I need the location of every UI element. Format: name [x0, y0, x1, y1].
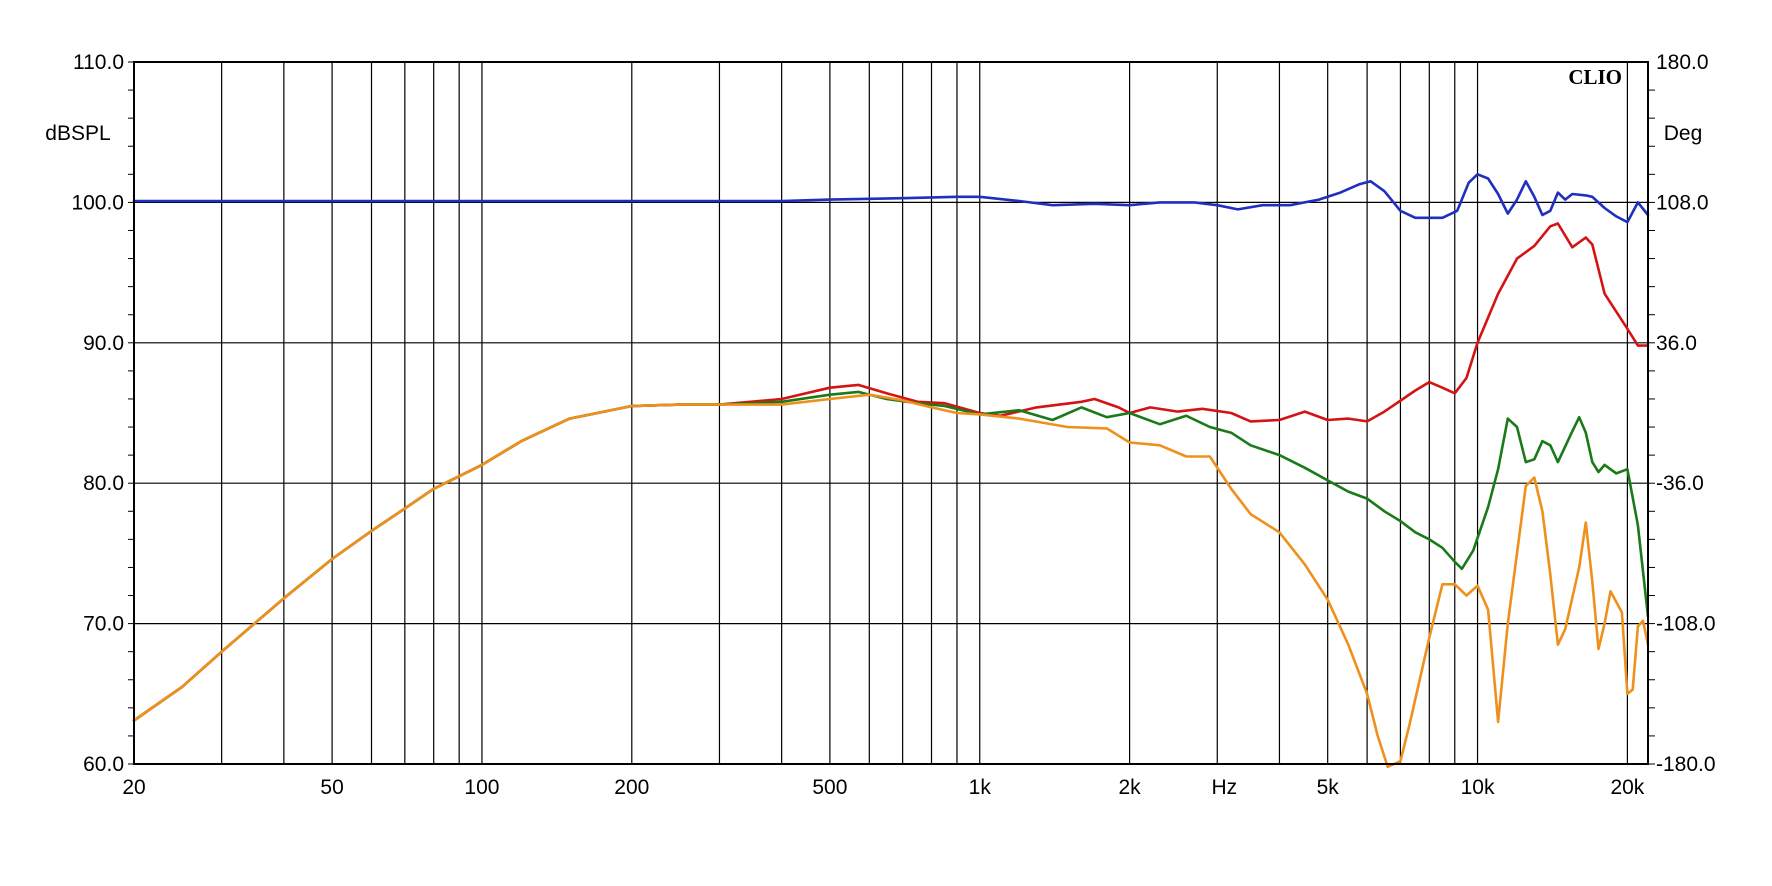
x-tick-label: 5k	[1317, 776, 1340, 799]
y-tick-label: 60.0	[83, 753, 124, 776]
x-tick-label: 20	[122, 776, 145, 799]
plot-frame	[133, 61, 1649, 765]
grid-lines	[134, 61, 1648, 765]
right-tick-label: -180.0	[1656, 753, 1716, 776]
series-line-4	[132, 393, 1650, 769]
y-tick-label: 90.0	[83, 332, 124, 355]
y-tick-label: 80.0	[83, 472, 124, 495]
series-line-1	[132, 173, 1650, 224]
right-tick-label: -108.0	[1656, 613, 1716, 636]
right-tick-label: 180.0	[1656, 51, 1709, 74]
x-tick-label: 200	[614, 776, 649, 799]
right-axis-minor-ticks	[128, 61, 1655, 765]
x-axis-unit-label: Hz	[1212, 776, 1238, 799]
right-tick-label: 36.0	[1656, 332, 1697, 355]
axis-labels: 20 50 100 200 500 1k 2k 5k 10k 20k Hz 60.0 70.0 80.0 9…	[71, 51, 1715, 799]
y-tick-label: 70.0	[83, 613, 124, 636]
x-tick-label: 2k	[1119, 776, 1142, 799]
right-tick-label: 108.0	[1656, 191, 1709, 214]
right-axis-label: Deg	[1664, 122, 1703, 145]
x-tick-label: 50	[320, 776, 343, 799]
x-tick-label: 100	[464, 776, 499, 799]
x-tick-label: 10k	[1461, 776, 1495, 799]
x-tick-label: 20k	[1610, 776, 1644, 799]
y-axis-label: dBSPL	[45, 122, 110, 145]
x-tick-label: 1k	[969, 776, 992, 799]
series-layer	[132, 173, 1650, 769]
right-tick-label: -36.0	[1656, 472, 1704, 495]
x-tick-label: 500	[812, 776, 847, 799]
y-tick-label: 110.0	[73, 51, 124, 74]
y-tick-label: 100.0	[71, 191, 124, 214]
brand-label: CLIO	[1568, 65, 1622, 89]
